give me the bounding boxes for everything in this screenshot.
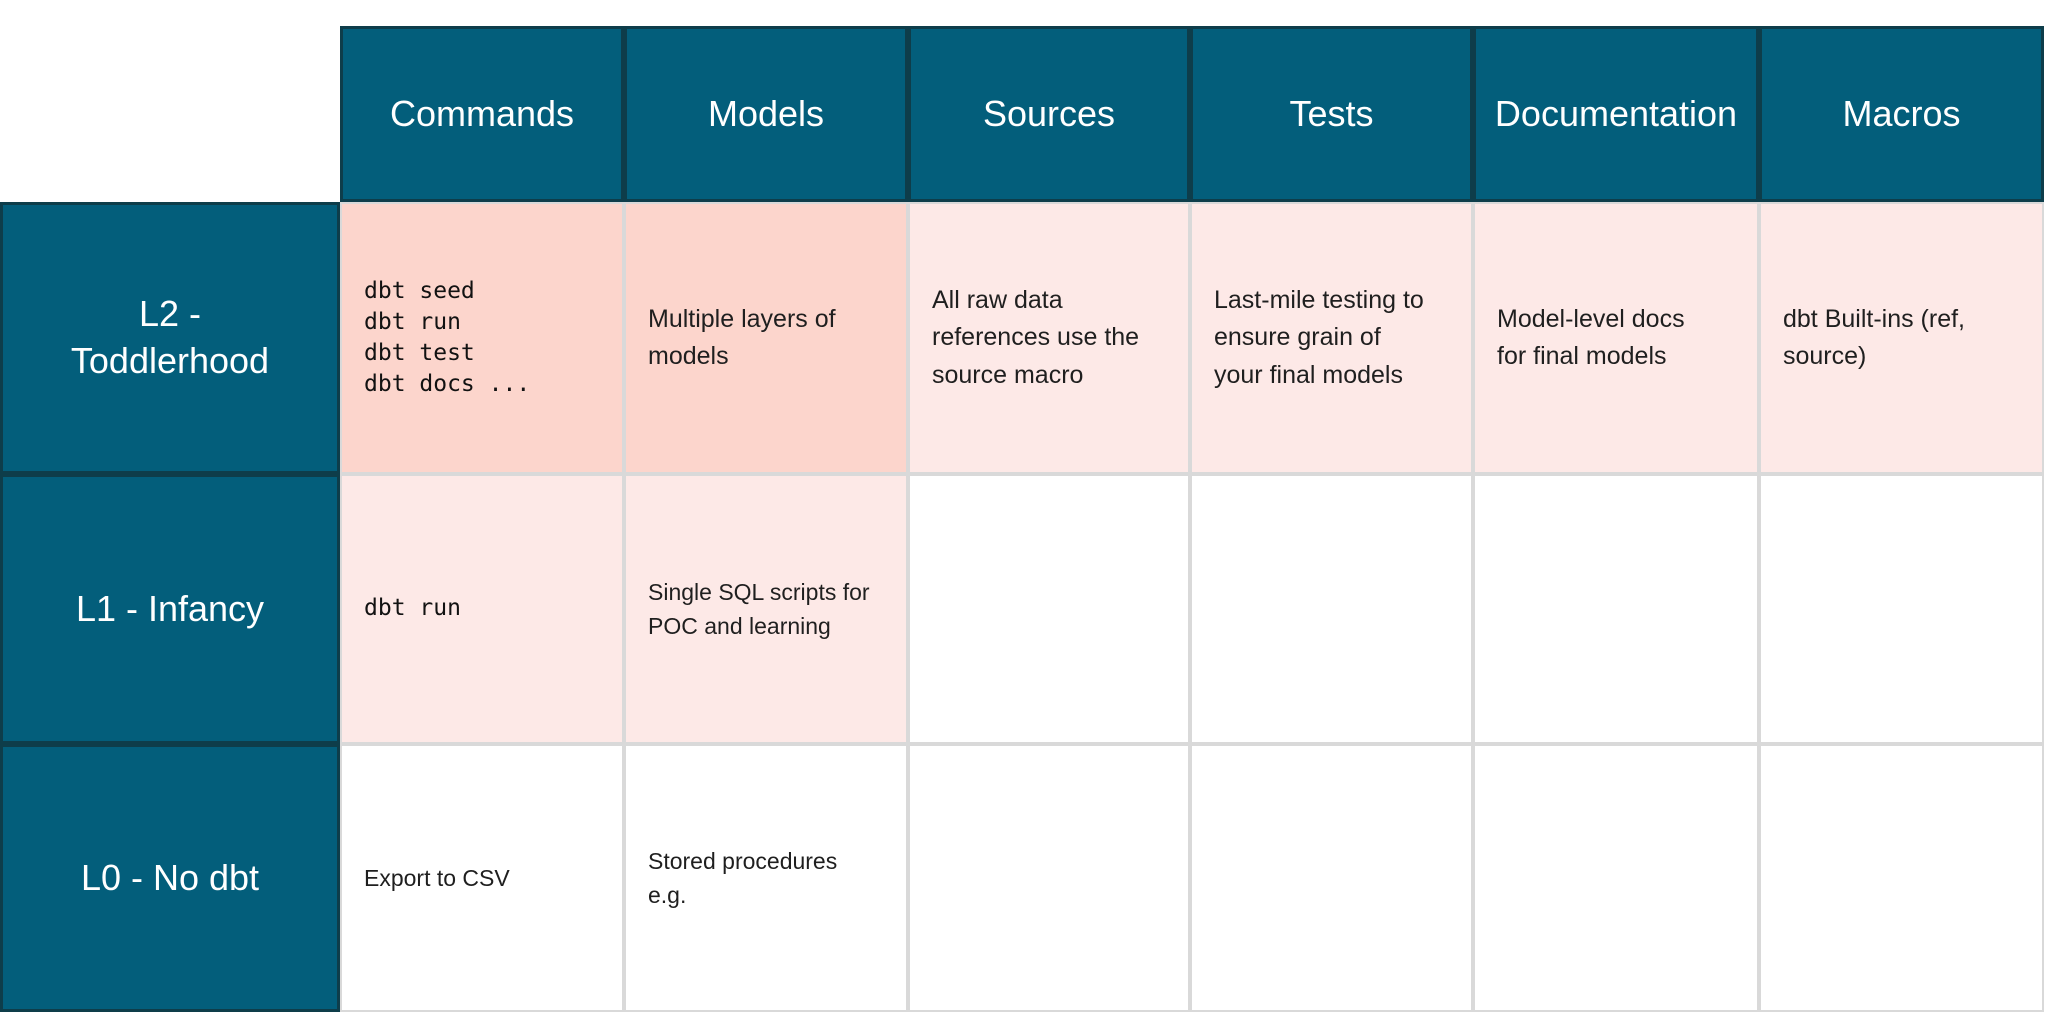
row-header-l0-no-dbt: L0 - No dbt xyxy=(0,744,340,1012)
column-header-commands: Commands xyxy=(340,26,624,202)
cell-l0-sources xyxy=(908,744,1190,1012)
row-header-l1-infancy: L1 - Infancy xyxy=(0,474,340,744)
cell-l0-models: Stored procedures e.g. xyxy=(624,744,908,1012)
cell-l0-documentation xyxy=(1473,744,1759,1012)
cell-l1-sources xyxy=(908,474,1190,744)
cell-l2-sources: All raw data references use the source m… xyxy=(908,202,1190,474)
column-header-sources: Sources xyxy=(908,26,1190,202)
cell-l2-macros: dbt Built-ins (ref, source) xyxy=(1759,202,2044,474)
maturity-table: Commands Models Sources Tests Documentat… xyxy=(0,26,2044,1012)
cell-l1-documentation xyxy=(1473,474,1759,744)
cell-l0-commands: Export to CSV xyxy=(340,744,624,1012)
cell-l0-tests xyxy=(1190,744,1473,1012)
cell-l1-models: Single SQL scripts for POC and learning xyxy=(624,474,908,744)
cell-l2-models: Multiple layers of models xyxy=(624,202,908,474)
cell-l1-commands: dbt run xyxy=(340,474,624,744)
column-header-tests: Tests xyxy=(1190,26,1473,202)
cell-l1-tests xyxy=(1190,474,1473,744)
cell-l0-macros xyxy=(1759,744,2044,1012)
cell-l2-tests: Last-mile testing to ensure grain of you… xyxy=(1190,202,1473,474)
cell-l1-macros xyxy=(1759,474,2044,744)
cell-l2-documentation: Model-level docs for final models xyxy=(1473,202,1759,474)
column-header-documentation: Documentation xyxy=(1473,26,1759,202)
cell-l2-commands: dbt seed dbt run dbt test dbt docs ... xyxy=(340,202,624,474)
column-header-macros: Macros xyxy=(1759,26,2044,202)
column-header-models: Models xyxy=(624,26,908,202)
row-header-l2-toddlerhood: L2 - Toddlerhood xyxy=(0,202,340,474)
corner-spacer xyxy=(0,26,340,202)
